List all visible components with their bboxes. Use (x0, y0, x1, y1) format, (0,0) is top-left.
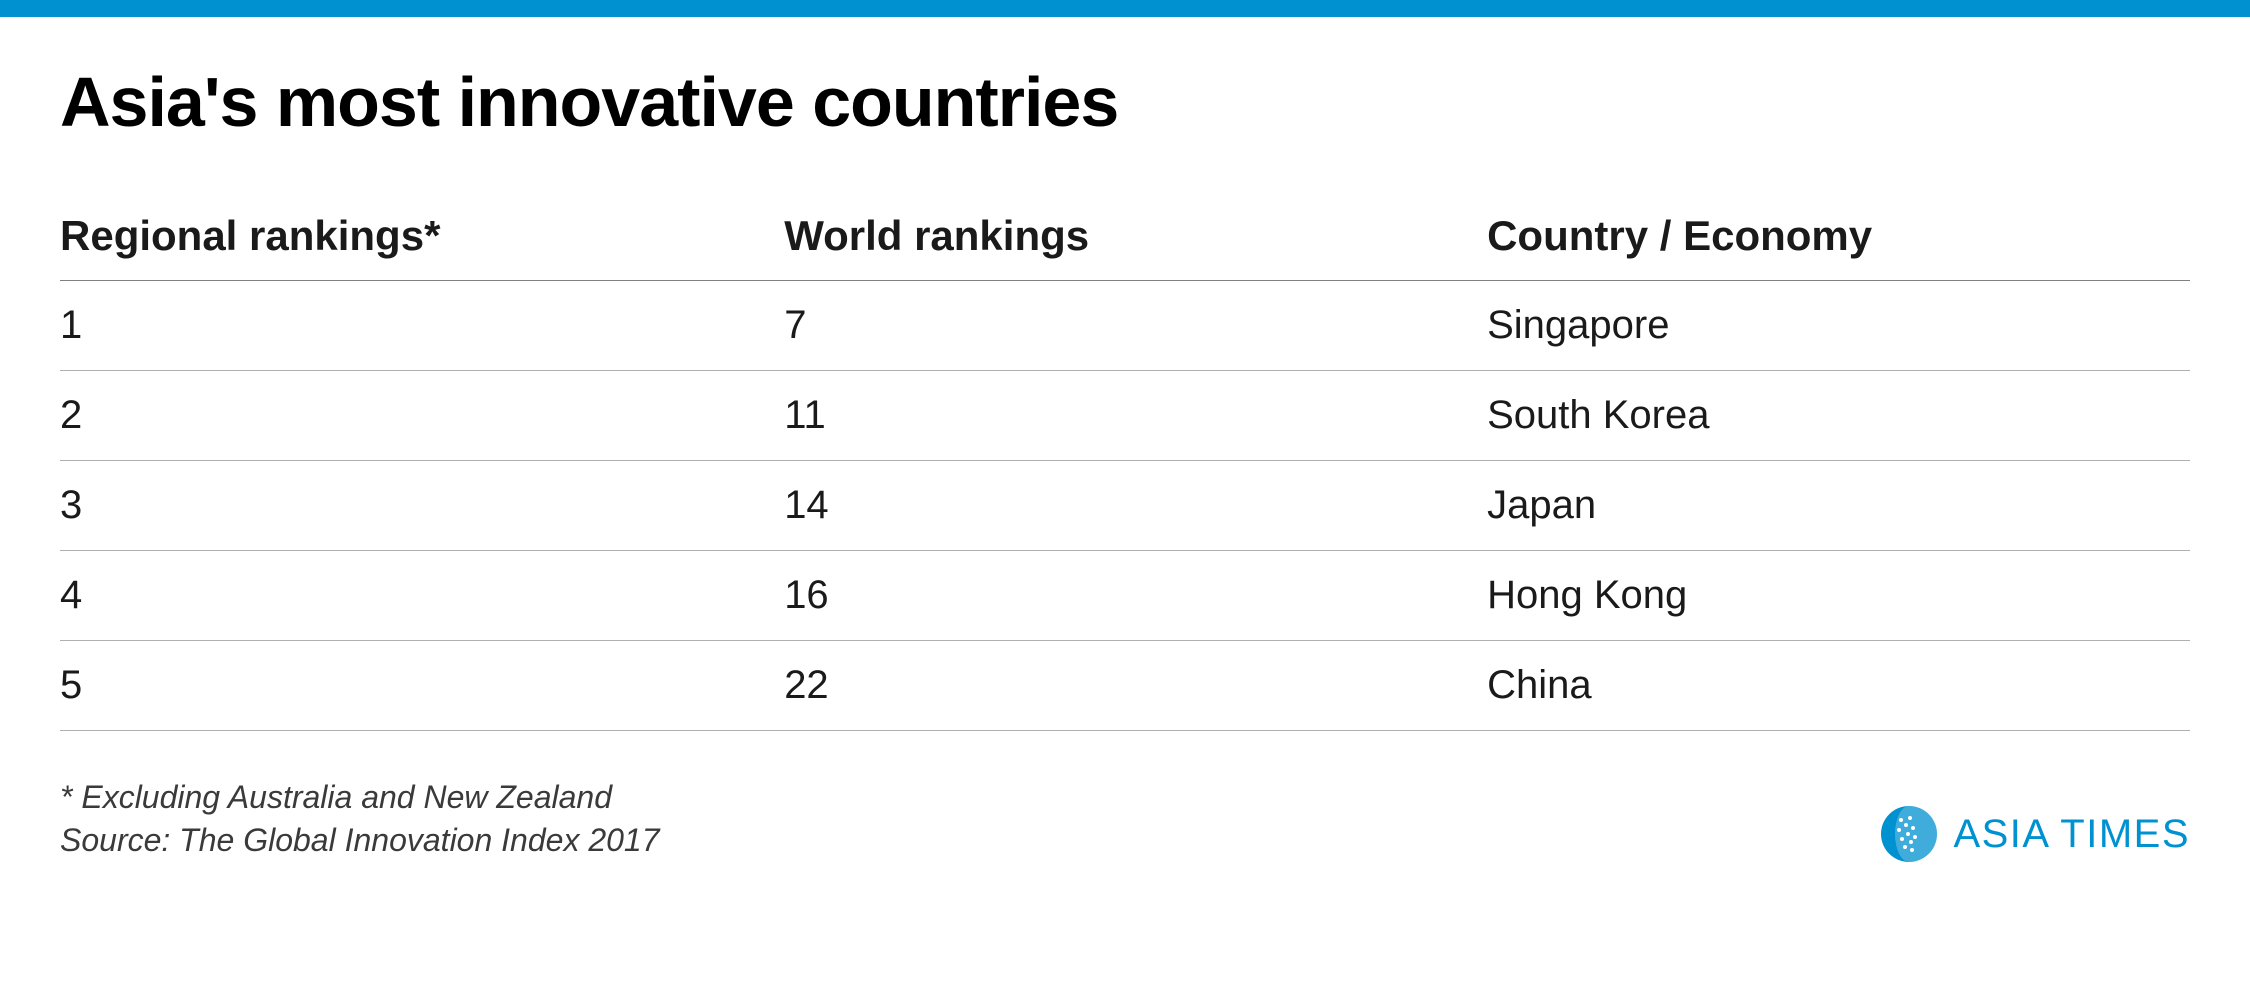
cell-world: 22 (784, 641, 1487, 731)
brand-logo: ASIA TIMES (1881, 806, 2190, 862)
table-row: 2 11 South Korea (60, 371, 2190, 461)
table-row: 1 7 Singapore (60, 281, 2190, 371)
cell-regional: 5 (60, 641, 784, 731)
table-header-regional: Regional rankings* (60, 212, 784, 281)
footnote-source: Source: The Global Innovation Index 2017 (60, 819, 660, 862)
cell-world: 7 (784, 281, 1487, 371)
table-row: 4 16 Hong Kong (60, 551, 2190, 641)
top-accent-bar (0, 0, 2250, 17)
footnote-exclusion: * Excluding Australia and New Zealand (60, 776, 660, 819)
globe-icon (1881, 806, 1937, 862)
table-row: 5 22 China (60, 641, 2190, 731)
footer: * Excluding Australia and New Zealand So… (60, 776, 2190, 862)
cell-regional: 1 (60, 281, 784, 371)
table-header-world: World rankings (784, 212, 1487, 281)
footnotes: * Excluding Australia and New Zealand So… (60, 776, 660, 862)
cell-regional: 3 (60, 461, 784, 551)
cell-regional: 2 (60, 371, 784, 461)
cell-world: 16 (784, 551, 1487, 641)
table-header-row: Regional rankings* World rankings Countr… (60, 212, 2190, 281)
cell-country: China (1487, 641, 2190, 731)
rankings-table: Regional rankings* World rankings Countr… (60, 212, 2190, 731)
table-header-country: Country / Economy (1487, 212, 2190, 281)
table-row: 3 14 Japan (60, 461, 2190, 551)
cell-country: Hong Kong (1487, 551, 2190, 641)
cell-country: South Korea (1487, 371, 2190, 461)
content-container: Asia's most innovative countries Regiona… (0, 17, 2250, 892)
cell-world: 14 (784, 461, 1487, 551)
page-title: Asia's most innovative countries (60, 62, 2190, 142)
cell-world: 11 (784, 371, 1487, 461)
cell-regional: 4 (60, 551, 784, 641)
cell-country: Japan (1487, 461, 2190, 551)
brand-name: ASIA TIMES (1953, 812, 2190, 857)
cell-country: Singapore (1487, 281, 2190, 371)
